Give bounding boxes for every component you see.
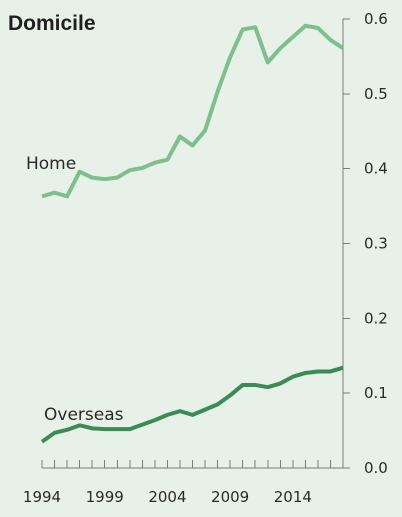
- y-tick-label: 0.1: [364, 384, 388, 402]
- y-tick-label: 0.2: [364, 309, 388, 327]
- y-tick-label: 0.3: [364, 235, 388, 253]
- x-tick-label: 2009: [211, 488, 249, 506]
- y-tick-label: 0.6: [364, 10, 388, 28]
- x-tick-label: 1994: [23, 488, 61, 506]
- axes: 1994 1999 2004 2009 2014 0.0 0.1 0.2 0.3 0.4 0.5 0.…: [23, 10, 388, 506]
- series-label-overseas: Overseas: [44, 405, 124, 425]
- series-layer: [40, 23, 345, 444]
- x-tick-label: 2004: [148, 488, 186, 506]
- y-tick-label: 0.5: [364, 85, 388, 103]
- series-labels: Home Overseas: [26, 154, 124, 425]
- x-tick-label: 2014: [274, 488, 312, 506]
- series-line-overseas: [40, 365, 344, 444]
- series-line-home: [41, 23, 345, 199]
- x-tick-label: 1999: [86, 488, 124, 506]
- y-tick-label: 0.4: [364, 160, 388, 178]
- y-tick-label: 0.0: [364, 459, 388, 477]
- chart-title: Domicile: [8, 12, 96, 35]
- series-label-home: Home: [26, 154, 76, 174]
